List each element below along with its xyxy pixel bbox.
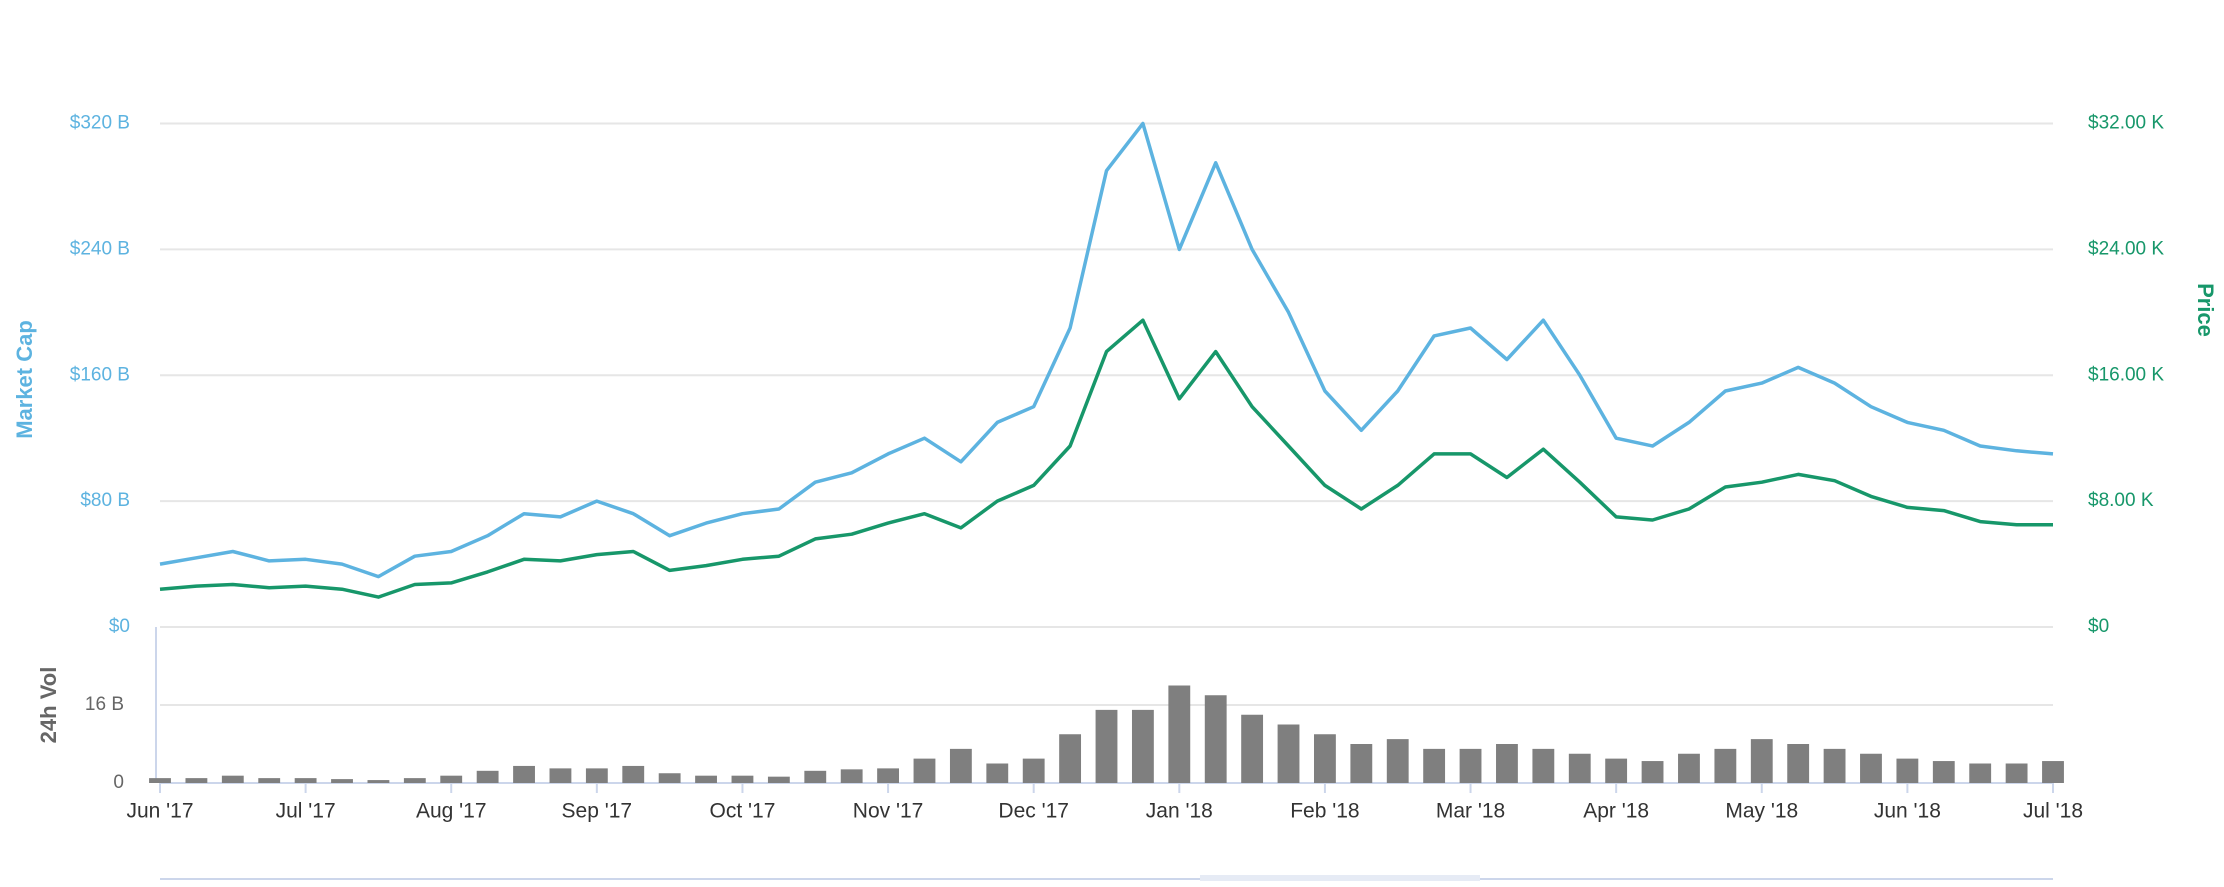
volume-bar xyxy=(1277,724,1300,783)
series-line xyxy=(159,121,2054,579)
volume-bar xyxy=(1314,734,1336,783)
volume-bar xyxy=(1459,748,1482,783)
volume-bar xyxy=(1605,758,1628,783)
volume-bar xyxy=(1641,761,1664,783)
series-line xyxy=(159,318,2053,599)
volume-bar xyxy=(1204,695,1227,783)
y2-tick-label: $8.00 K xyxy=(2088,490,2154,511)
volume-axis-title: 24h Vol xyxy=(36,667,61,744)
x-tick-label: Jun '18 xyxy=(1874,800,1941,823)
volume-bar xyxy=(513,765,535,783)
volume-bar xyxy=(1860,753,1882,783)
volume-bar xyxy=(695,775,717,783)
y2-tick-label: $16.00 K xyxy=(2088,364,2164,385)
volume-bar xyxy=(185,778,208,783)
volume-tick-label: 16 B xyxy=(85,694,124,715)
x-tick-label: Jan '18 xyxy=(1146,800,1213,823)
volume-bar xyxy=(149,778,171,783)
volume-bar xyxy=(585,768,608,783)
x-tick-label: Dec '17 xyxy=(998,800,1069,823)
x-tick-label: Jul '18 xyxy=(2023,800,2083,823)
volume-bar xyxy=(1750,739,1773,783)
volume-bar xyxy=(1896,758,1919,783)
y2-tick-label: $32.00 K xyxy=(2088,112,2164,133)
volume-bar xyxy=(221,775,244,783)
y-axis-title: Market Cap xyxy=(12,320,37,439)
x-tick-label: Sep '17 xyxy=(562,800,633,823)
volume-bar xyxy=(1568,753,1591,783)
volume-bar xyxy=(949,748,972,783)
x-tick-label: Mar '18 xyxy=(1436,800,1505,823)
y-tick-label: $320 B xyxy=(70,112,130,133)
x-tick-label: Jun '17 xyxy=(126,800,193,823)
volume-bar xyxy=(367,780,390,783)
volume-bar xyxy=(731,775,754,783)
volume-bar xyxy=(1678,753,1700,783)
x-tick-label: Oct '17 xyxy=(710,800,776,823)
volume-bar xyxy=(331,779,353,783)
volume-bar xyxy=(1350,744,1373,783)
volume-bar xyxy=(1168,685,1191,783)
volume-bar xyxy=(1787,744,1810,783)
y-tick-label: $160 B xyxy=(70,364,130,385)
volume-bar xyxy=(1095,709,1118,783)
y2-tick-label: $24.00 K xyxy=(2088,238,2164,259)
volume-bar xyxy=(1969,763,1992,783)
volume-bar xyxy=(294,778,317,783)
y-tick-label: $240 B xyxy=(70,238,130,259)
x-tick-label: May '18 xyxy=(1725,800,1798,823)
volume-bar xyxy=(549,768,572,783)
volume-bar xyxy=(1532,748,1555,783)
navigator-handle[interactable] xyxy=(1200,875,1480,881)
volume-bar xyxy=(1386,739,1409,783)
volume-bar xyxy=(1823,748,1846,783)
volume-bar xyxy=(1932,761,1955,783)
volume-bar xyxy=(1714,748,1737,783)
volume-bar xyxy=(1241,714,1264,783)
volume-bar xyxy=(986,763,1009,783)
volume-bar xyxy=(840,769,863,783)
volume-bar xyxy=(1423,748,1446,783)
y-tick-label: $0 xyxy=(109,616,130,637)
volume-bar xyxy=(476,770,499,783)
volume-bar xyxy=(622,765,645,783)
x-tick-label: Aug '17 xyxy=(416,800,487,823)
volume-bar xyxy=(913,758,936,783)
x-tick-label: Jul '17 xyxy=(276,800,336,823)
volume-bar xyxy=(767,776,790,783)
volume-bar xyxy=(2005,763,2028,783)
x-tick-label: Feb '18 xyxy=(1290,800,1359,823)
volume-bar xyxy=(258,778,281,783)
volume-bar xyxy=(658,773,681,783)
y-tick-label: $80 B xyxy=(80,490,130,511)
volume-bar xyxy=(440,775,463,783)
x-tick-label: Nov '17 xyxy=(853,800,924,823)
volume-bar xyxy=(1131,709,1154,783)
volume-bar xyxy=(804,770,827,783)
x-tick-label: Apr '18 xyxy=(1583,800,1649,823)
volume-bar xyxy=(1496,744,1518,783)
volume-bar xyxy=(2042,761,2064,783)
volume-bar xyxy=(1059,734,1082,783)
volume-tick-label: 0 xyxy=(113,772,124,793)
volume-bar xyxy=(877,768,899,783)
volume-bar xyxy=(403,778,426,783)
volume-bar xyxy=(1022,758,1045,783)
y2-axis-title: Price xyxy=(2193,283,2218,337)
y2-tick-label: $0 xyxy=(2088,616,2109,637)
